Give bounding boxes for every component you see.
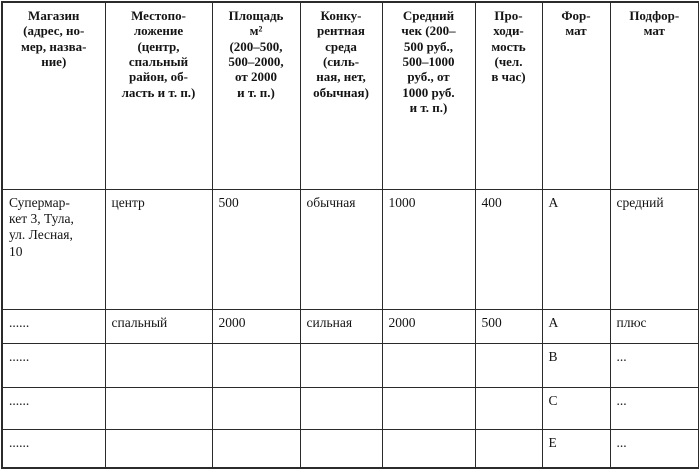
header-cell-format: Фор- мат xyxy=(541,1,611,190)
cell-subformat: ... xyxy=(609,386,699,430)
cell-area: 2000 xyxy=(211,308,301,344)
cell-check: 2000 xyxy=(381,308,476,344)
cell-traffic xyxy=(474,386,543,430)
table-row: ...... С ... xyxy=(1,386,699,430)
table-row: ...... Е ... xyxy=(1,428,699,469)
cell-area xyxy=(211,342,301,388)
cell-location xyxy=(104,342,213,388)
cell-store: Супермар- кет 3, Тула, ул. Лесная, 10 xyxy=(1,188,106,310)
cell-traffic: 500 xyxy=(474,308,543,344)
cell-check xyxy=(381,342,476,388)
table-row: Супермар- кет 3, Тула, ул. Лесная, 10 це… xyxy=(1,188,699,310)
cell-store: ...... xyxy=(1,308,106,344)
cell-format: В xyxy=(541,342,611,388)
header-cell-area: Площадь м² (200–500, 500–2000, от 2000 и… xyxy=(211,1,301,190)
cell-competition xyxy=(299,428,383,469)
cell-traffic: 400 xyxy=(474,188,543,310)
table-row: ...... спальный 2000 сильная 2000 500 А … xyxy=(1,308,699,344)
cell-subformat: ... xyxy=(609,428,699,469)
header-cell-traffic: Про- ходи- мость (чел. в час) xyxy=(474,1,543,190)
header-cell-average-check: Средний чек (200– 500 руб., 500–1000 руб… xyxy=(381,1,476,190)
header-cell-store: Магазин (адрес, но- мер, назва- ние) xyxy=(1,1,106,190)
cell-competition xyxy=(299,386,383,430)
cell-check xyxy=(381,428,476,469)
cell-format: А xyxy=(541,188,611,310)
header-cell-competition: Конку- рентная среда (силь- ная, нет, об… xyxy=(299,1,383,190)
cell-competition xyxy=(299,342,383,388)
cell-location xyxy=(104,386,213,430)
header-cell-subformat: Подфор- мат xyxy=(609,1,699,190)
cell-format: С xyxy=(541,386,611,430)
cell-store: ...... xyxy=(1,342,106,388)
header-cell-location: Местопо- ложение (центр, спальный район,… xyxy=(104,1,213,190)
cell-subformat: плюс xyxy=(609,308,699,344)
cell-check: 1000 xyxy=(381,188,476,310)
header-row: Магазин (адрес, но- мер, назва- ние) Мес… xyxy=(1,1,699,190)
cell-location xyxy=(104,428,213,469)
table-row: ...... В ... xyxy=(1,342,699,388)
cell-competition: обычная xyxy=(299,188,383,310)
cell-location: спальный xyxy=(104,308,213,344)
cell-traffic xyxy=(474,342,543,388)
cell-area xyxy=(211,428,301,469)
cell-subformat: средний xyxy=(609,188,699,310)
cell-area xyxy=(211,386,301,430)
cell-traffic xyxy=(474,428,543,469)
cell-check xyxy=(381,386,476,430)
cell-format: А xyxy=(541,308,611,344)
cell-location: центр xyxy=(104,188,213,310)
cell-subformat: ... xyxy=(609,342,699,388)
cell-format: Е xyxy=(541,428,611,469)
cell-store: ...... xyxy=(1,386,106,430)
cell-store: ...... xyxy=(1,428,106,469)
cell-competition: сильная xyxy=(299,308,383,344)
cell-area: 500 xyxy=(211,188,301,310)
